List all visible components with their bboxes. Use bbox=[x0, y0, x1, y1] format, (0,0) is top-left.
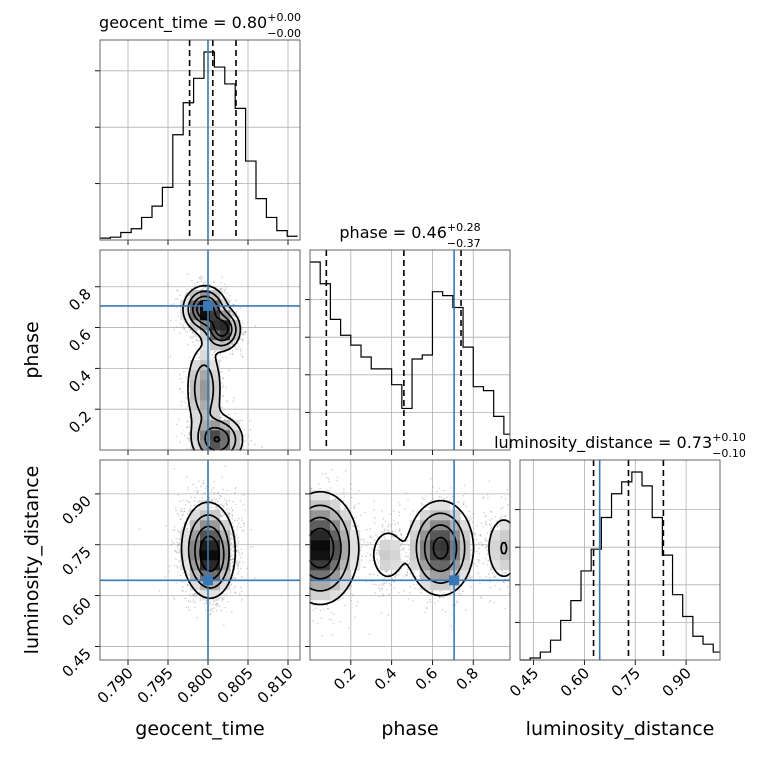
title-minus-phase: −0.37 bbox=[447, 237, 481, 250]
contour-level-3 bbox=[309, 527, 449, 569]
panel-frame bbox=[99, 39, 301, 241]
title-plus-geocent_time: +0.00 bbox=[267, 11, 301, 24]
panel-frame bbox=[99, 459, 301, 661]
tick-label-y-phase: 0.8 bbox=[65, 285, 95, 315]
density-cells bbox=[310, 490, 511, 601]
tick-label-y-luminosity_distance: 0.90 bbox=[58, 492, 94, 528]
title-geocent_time: geocent_time = 0.80+0.00 bbox=[99, 11, 301, 33]
contour-level-0 bbox=[309, 490, 511, 606]
panel-frame bbox=[309, 249, 511, 451]
title-plus-phase: +0.28 bbox=[447, 221, 481, 234]
axis-label-x-phase: phase bbox=[381, 718, 438, 740]
axis-label-x-geocent_time: geocent_time bbox=[135, 718, 264, 740]
marginal-luminosity_distance bbox=[515, 459, 721, 665]
tick-label-x-luminosity_distance: 0.45 bbox=[506, 664, 542, 700]
joint-density-panels bbox=[95, 249, 511, 665]
tick-label-x-luminosity_distance: 0.60 bbox=[557, 664, 593, 700]
axis-label-y-luminosity_distance: luminosity_distance bbox=[21, 466, 43, 655]
tick-label-x-phase: 0.2 bbox=[330, 664, 360, 694]
tick-label-x-phase: 0.6 bbox=[412, 664, 442, 694]
tick-label-y-luminosity_distance: 0.60 bbox=[58, 594, 94, 630]
tick-label-y-phase: 0.2 bbox=[65, 407, 95, 437]
joint-geocent_time-luminosity_distance bbox=[95, 459, 301, 665]
density-contours bbox=[309, 490, 511, 606]
contour-level-0 bbox=[180, 501, 237, 600]
panel-frame bbox=[99, 249, 301, 451]
contour-level-1 bbox=[309, 504, 508, 592]
title-value-geocent_time: geocent_time = 0.80 bbox=[99, 13, 267, 33]
tick-label-x-geocent_time: 0.795 bbox=[134, 664, 177, 707]
tick-label-x-geocent_time: 0.810 bbox=[254, 664, 297, 707]
tick-label-x-phase: 0.8 bbox=[452, 664, 482, 694]
tick-label-x-luminosity_distance: 0.90 bbox=[659, 664, 695, 700]
tick-label-y-phase: 0.6 bbox=[65, 326, 95, 356]
panel-frame bbox=[519, 459, 721, 661]
tick-label-y-luminosity_distance: 0.45 bbox=[58, 645, 94, 681]
contour-level-0 bbox=[182, 284, 244, 451]
histogram-step-phase bbox=[310, 261, 510, 435]
title-phase: phase = 0.46+0.28 bbox=[339, 221, 480, 242]
axis-label-x-luminosity_distance: luminosity_distance bbox=[526, 718, 715, 740]
panel-frame bbox=[309, 459, 511, 661]
truth-marker bbox=[449, 575, 460, 586]
title-minus-luminosity_distance: −0.10 bbox=[712, 447, 746, 460]
truth-marker bbox=[203, 575, 213, 586]
panel-background bbox=[100, 40, 300, 240]
title-value-phase: phase = 0.46 bbox=[339, 223, 446, 242]
title-minus-geocent_time: −0.00 bbox=[267, 27, 301, 40]
histogram-step-geocent_time bbox=[100, 51, 298, 239]
contour-level-1 bbox=[187, 290, 237, 451]
tick-label-x-luminosity_distance: 0.75 bbox=[608, 664, 644, 700]
panel-background bbox=[310, 250, 510, 450]
title-plus-luminosity_distance: +0.10 bbox=[712, 431, 746, 444]
axis-label-y-phase: phase bbox=[21, 321, 43, 378]
tick-label-x-geocent_time: 0.800 bbox=[174, 664, 217, 707]
tick-label-x-phase: 0.4 bbox=[371, 664, 401, 694]
joint-geocent_time-phase bbox=[95, 249, 301, 455]
title-luminosity_distance: luminosity_distance = 0.73+0.10 bbox=[494, 431, 746, 453]
tick-label-y-phase: 0.4 bbox=[65, 366, 95, 396]
tick-label-x-geocent_time: 0.805 bbox=[214, 664, 257, 707]
contour-level-3 bbox=[199, 535, 221, 573]
tick-label-y-luminosity_distance: 0.75 bbox=[58, 543, 94, 579]
panel-background bbox=[520, 460, 720, 660]
joint-phase-luminosity_distance bbox=[305, 459, 511, 665]
title-value-luminosity_distance: luminosity_distance = 0.73 bbox=[494, 433, 712, 453]
marginal-phase bbox=[305, 249, 511, 455]
histogram-step-luminosity_distance bbox=[520, 471, 720, 661]
truth-marker bbox=[203, 300, 213, 311]
tick-label-x-geocent_time: 0.790 bbox=[94, 664, 137, 707]
axis-labels: geocent_time phase luminosity_distancephas… bbox=[21, 321, 714, 740]
marginal-histograms bbox=[95, 39, 721, 665]
marginal-geocent_time bbox=[95, 39, 301, 245]
